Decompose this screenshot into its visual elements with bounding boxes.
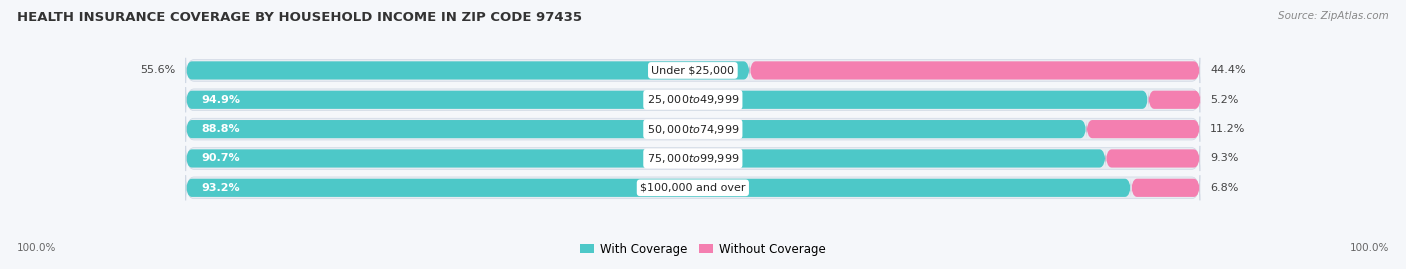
Text: $50,000 to $74,999: $50,000 to $74,999 — [647, 123, 740, 136]
Text: $75,000 to $99,999: $75,000 to $99,999 — [647, 152, 740, 165]
FancyBboxPatch shape — [186, 149, 1105, 168]
Text: 6.8%: 6.8% — [1211, 183, 1239, 193]
FancyBboxPatch shape — [186, 58, 1199, 83]
FancyBboxPatch shape — [186, 175, 1199, 200]
Text: 93.2%: 93.2% — [201, 183, 239, 193]
Text: 88.8%: 88.8% — [201, 124, 239, 134]
FancyBboxPatch shape — [1087, 120, 1199, 138]
Text: $25,000 to $49,999: $25,000 to $49,999 — [647, 93, 740, 106]
FancyBboxPatch shape — [186, 116, 1199, 142]
FancyBboxPatch shape — [186, 179, 1130, 197]
Text: 11.2%: 11.2% — [1211, 124, 1246, 134]
Text: 90.7%: 90.7% — [201, 154, 239, 164]
FancyBboxPatch shape — [1105, 149, 1199, 168]
Text: 55.6%: 55.6% — [141, 65, 176, 75]
FancyBboxPatch shape — [186, 91, 1149, 109]
Text: 94.9%: 94.9% — [201, 95, 240, 105]
FancyBboxPatch shape — [186, 61, 749, 80]
FancyBboxPatch shape — [186, 120, 1087, 138]
Legend: With Coverage, Without Coverage: With Coverage, Without Coverage — [579, 243, 827, 256]
FancyBboxPatch shape — [186, 146, 1199, 171]
Text: 5.2%: 5.2% — [1211, 95, 1239, 105]
FancyBboxPatch shape — [1130, 179, 1199, 197]
FancyBboxPatch shape — [186, 87, 1199, 112]
Text: 9.3%: 9.3% — [1211, 154, 1239, 164]
FancyBboxPatch shape — [1149, 91, 1201, 109]
Text: 100.0%: 100.0% — [1350, 243, 1389, 253]
Text: 44.4%: 44.4% — [1211, 65, 1246, 75]
Text: $100,000 and over: $100,000 and over — [640, 183, 745, 193]
Text: 100.0%: 100.0% — [17, 243, 56, 253]
Text: Source: ZipAtlas.com: Source: ZipAtlas.com — [1278, 11, 1389, 21]
Text: HEALTH INSURANCE COVERAGE BY HOUSEHOLD INCOME IN ZIP CODE 97435: HEALTH INSURANCE COVERAGE BY HOUSEHOLD I… — [17, 11, 582, 24]
FancyBboxPatch shape — [749, 61, 1199, 80]
Text: Under $25,000: Under $25,000 — [651, 65, 734, 75]
